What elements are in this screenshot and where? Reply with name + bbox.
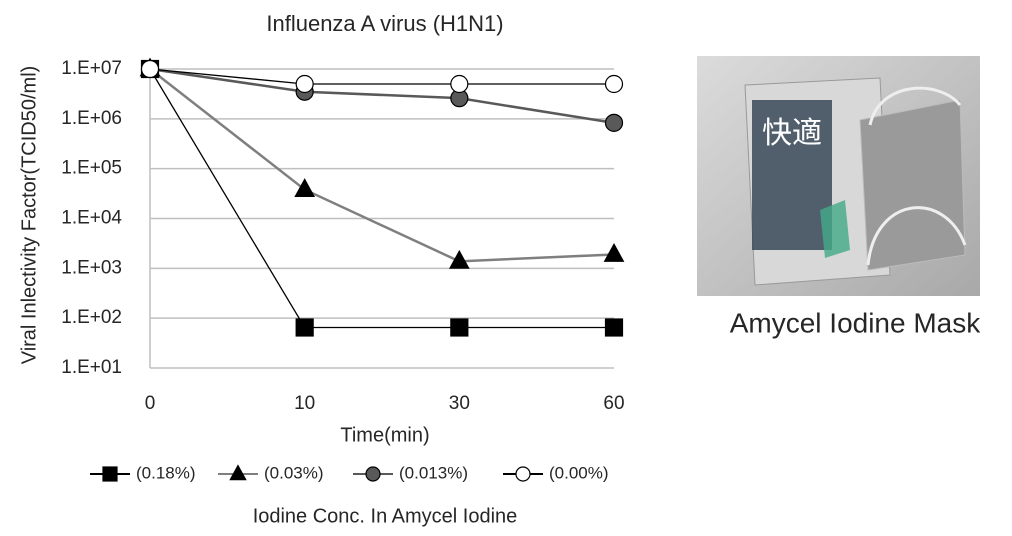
photo-caption: Amycel Iodine Mask bbox=[730, 307, 982, 338]
y-axis-title: Viral Inlectivity Factor(TCID50/ml) bbox=[18, 66, 40, 365]
x-axis-title: Time(min) bbox=[340, 424, 429, 446]
y-tick-label: 1.E+07 bbox=[61, 58, 122, 79]
y-tick-label: 1.E+02 bbox=[61, 307, 122, 328]
marker bbox=[102, 466, 118, 482]
marker bbox=[229, 464, 247, 481]
marker bbox=[450, 74, 469, 94]
x-tick-label: 60 bbox=[603, 393, 624, 414]
legend-label: (0.00%) bbox=[549, 463, 609, 482]
legend-label: (0.18%) bbox=[136, 463, 196, 482]
y-tick-label: 1.E+03 bbox=[61, 257, 122, 278]
marker bbox=[515, 466, 531, 482]
photo: 快適 bbox=[697, 56, 980, 296]
marker bbox=[295, 318, 314, 337]
legend-label: (0.013%) bbox=[399, 463, 468, 482]
series-line bbox=[149, 67, 615, 125]
marker bbox=[294, 178, 316, 198]
x-tick-label: 10 bbox=[294, 393, 315, 414]
marker bbox=[603, 242, 625, 262]
marker bbox=[365, 466, 381, 482]
marker bbox=[295, 74, 314, 94]
y-tick-label: 1.E+01 bbox=[61, 357, 122, 378]
series-line bbox=[149, 68, 614, 85]
x-tick-label: 30 bbox=[449, 393, 470, 414]
chart-title: Influenza A virus (H1N1) bbox=[266, 11, 503, 36]
marker bbox=[604, 74, 624, 94]
y-tick-label: 1.E+05 bbox=[61, 158, 122, 179]
y-tick-label: 1.E+06 bbox=[61, 108, 122, 129]
marker bbox=[604, 113, 624, 132]
series-line bbox=[149, 68, 614, 329]
marker bbox=[448, 249, 470, 269]
legend-label: (0.03%) bbox=[264, 463, 324, 482]
x-tick-label: 0 bbox=[145, 393, 156, 414]
series-line bbox=[149, 68, 615, 263]
y-tick-label: 1.E+04 bbox=[61, 208, 122, 229]
legend-title: Iodine Conc. In Amycel Iodine bbox=[253, 505, 518, 527]
marker bbox=[140, 59, 160, 79]
marker bbox=[604, 318, 624, 337]
svg-text:快適: 快適 bbox=[762, 117, 822, 150]
marker bbox=[450, 318, 469, 337]
